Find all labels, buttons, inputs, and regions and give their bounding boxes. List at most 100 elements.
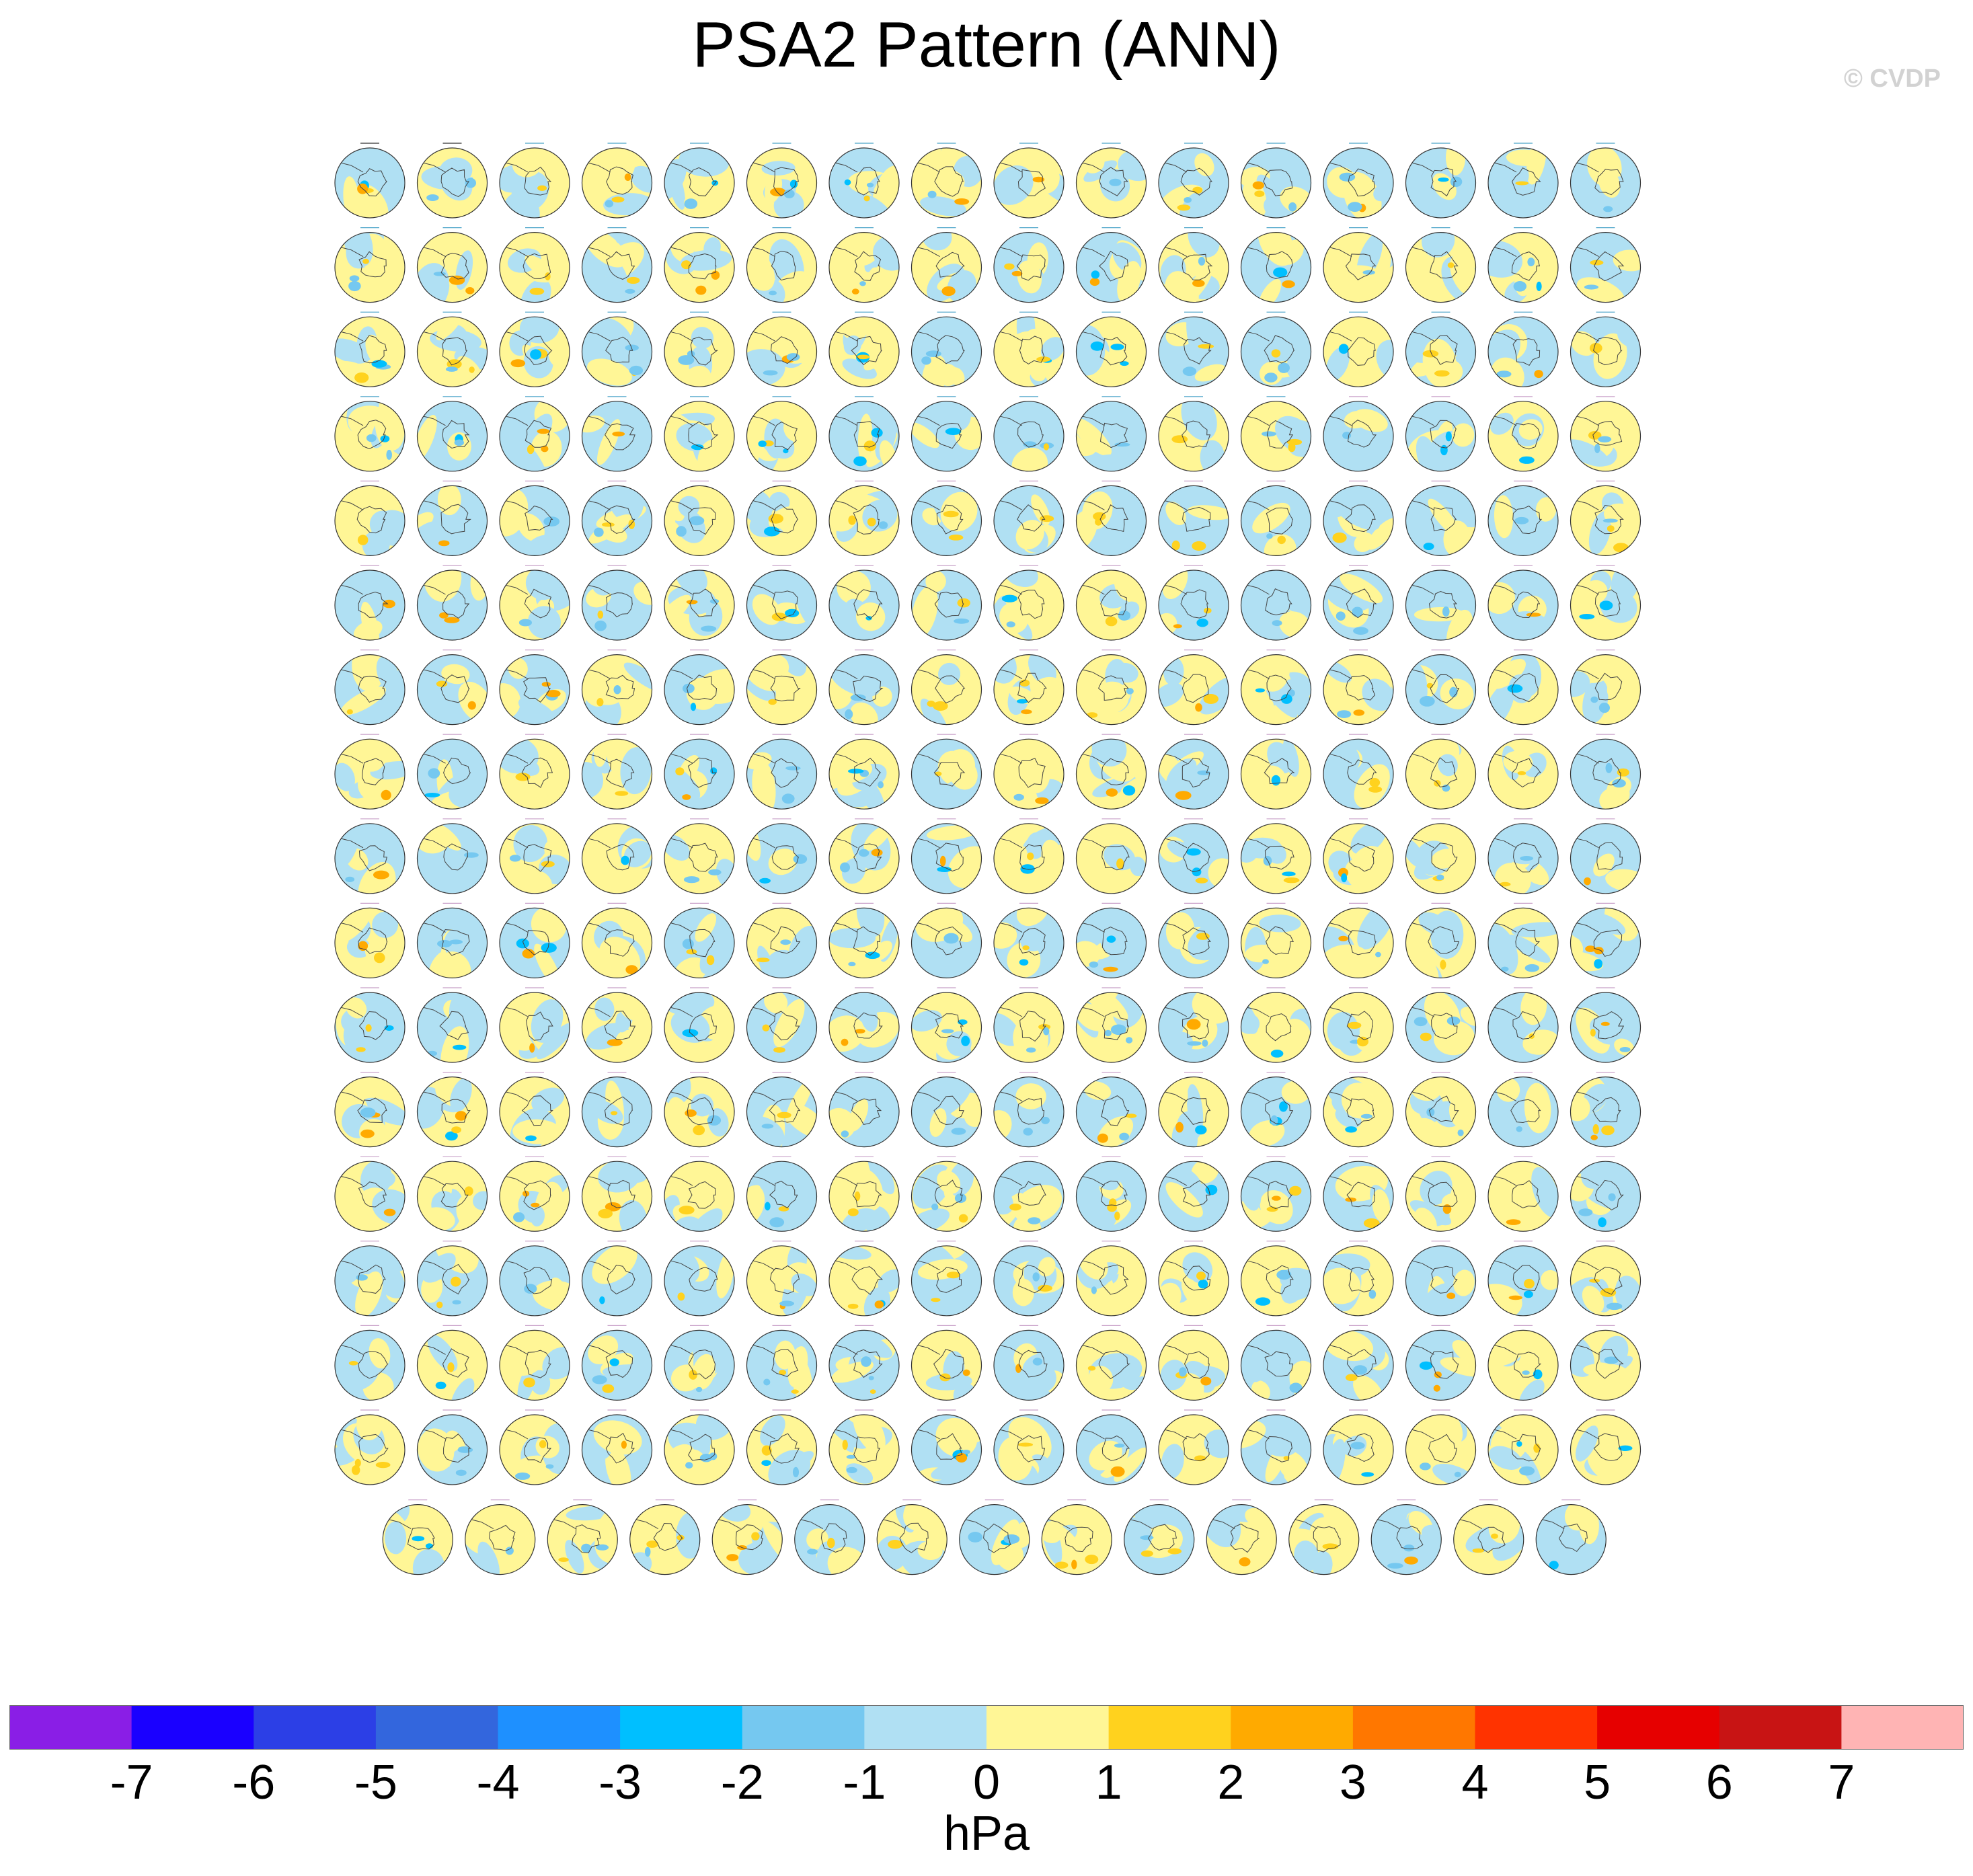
map-panel: [499, 227, 570, 303]
coastline: [606, 166, 633, 195]
map-border: [499, 1329, 570, 1401]
anomaly-region: [1503, 750, 1533, 773]
map-panel: [499, 565, 570, 641]
coastline: [1328, 838, 1352, 849]
coastline: [525, 420, 552, 448]
map-panel: [334, 987, 405, 1063]
coastline: [853, 843, 882, 872]
map-panel: [1158, 649, 1229, 726]
map-border: [1487, 570, 1559, 641]
anomaly-region: [1341, 1083, 1377, 1119]
map-border: [1487, 1161, 1559, 1232]
copyright-label: © CVDP: [1843, 65, 1941, 93]
map-border: [664, 992, 735, 1063]
map-panel: [581, 902, 653, 979]
anomaly-region: [695, 913, 717, 942]
anomaly-region: [950, 759, 978, 790]
map-panel: [664, 143, 735, 219]
anomaly-core: [1536, 281, 1542, 291]
anomaly-core: [352, 1465, 360, 1475]
anomaly-region: [1015, 1083, 1046, 1109]
anomaly-core: [682, 939, 694, 949]
anomaly-core: [869, 1389, 876, 1395]
map-border: [1323, 147, 1394, 219]
anomaly-region: [842, 358, 877, 379]
map-panel: [1570, 818, 1641, 894]
anomaly-core: [751, 1532, 760, 1540]
anomaly-region: [1076, 1003, 1108, 1031]
anomaly-core: [1440, 444, 1448, 456]
anomaly-core: [1342, 432, 1352, 439]
anomaly-region: [1175, 447, 1194, 465]
map-panel: [1288, 1499, 1360, 1575]
anomaly-region: [508, 657, 528, 679]
coastline: [1348, 1267, 1375, 1292]
anomaly-core: [848, 515, 856, 525]
anomaly-core: [628, 519, 635, 529]
anomaly-core: [522, 949, 535, 959]
map-border: [1487, 485, 1559, 557]
anomaly-core: [1338, 344, 1349, 354]
anomaly-core: [1282, 280, 1295, 288]
coastline: [1411, 1007, 1434, 1017]
anomaly-region: [1598, 169, 1621, 198]
anomaly-region: [613, 438, 652, 471]
anomaly-region: [593, 1420, 642, 1455]
coastline: [1596, 842, 1623, 871]
map-border: [581, 232, 653, 303]
coastline: [1016, 254, 1046, 281]
coastline: [1097, 675, 1129, 701]
anomaly-core: [785, 766, 801, 771]
map-border: [1240, 823, 1312, 894]
anomaly-region: [1023, 751, 1050, 793]
anomaly-core: [1202, 1040, 1208, 1047]
anomaly-region: [946, 992, 982, 1017]
coastline: [999, 1260, 1023, 1271]
coastline: [1493, 162, 1517, 173]
map-panel: [1240, 734, 1312, 810]
map-panel: [664, 311, 735, 387]
anomaly-core: [933, 701, 948, 711]
coastline: [1594, 672, 1623, 701]
anomaly-core: [847, 1208, 859, 1216]
coastline: [604, 1096, 633, 1126]
anomaly-region: [1452, 1339, 1476, 1364]
map-border: [334, 738, 405, 810]
anomaly-region: [417, 1087, 444, 1129]
map-border: [1405, 316, 1477, 387]
anomaly-core: [786, 353, 800, 361]
map-border: [993, 1076, 1065, 1148]
coastline: [1411, 247, 1434, 258]
anomaly-core: [1350, 1442, 1365, 1450]
anomaly-core: [1013, 793, 1024, 801]
map-panel: [1158, 1409, 1229, 1485]
coastline: [933, 1095, 964, 1126]
coastline: [422, 1429, 446, 1440]
map-border: [746, 1329, 818, 1401]
anomaly-core: [1255, 1297, 1271, 1306]
map-panel: [416, 818, 488, 894]
map-border: [911, 1414, 982, 1485]
anomaly-core: [962, 1369, 970, 1376]
map-panel: [499, 1241, 570, 1317]
anomaly-core: [841, 1130, 849, 1138]
anomaly-core: [695, 1386, 703, 1393]
map-panel: [1075, 227, 1147, 303]
map-panel: [1240, 396, 1312, 472]
anomaly-region: [335, 1259, 371, 1290]
anomaly-region: [837, 570, 871, 604]
anomaly-region: [757, 848, 774, 883]
coastline: [669, 584, 693, 595]
coastline: [1430, 757, 1458, 788]
anomaly-core: [1023, 1128, 1033, 1136]
anomaly-core: [1499, 882, 1511, 887]
map-border: [1405, 1414, 1477, 1485]
coastline: [606, 758, 635, 788]
anomaly-region: [1519, 1379, 1545, 1401]
map-border: [1240, 654, 1312, 726]
anomaly-core: [1091, 270, 1100, 279]
anomaly-core: [1339, 172, 1356, 182]
map-panel: [664, 734, 735, 810]
anomaly-core: [1114, 1211, 1120, 1220]
anomaly-region: [1251, 1472, 1284, 1485]
